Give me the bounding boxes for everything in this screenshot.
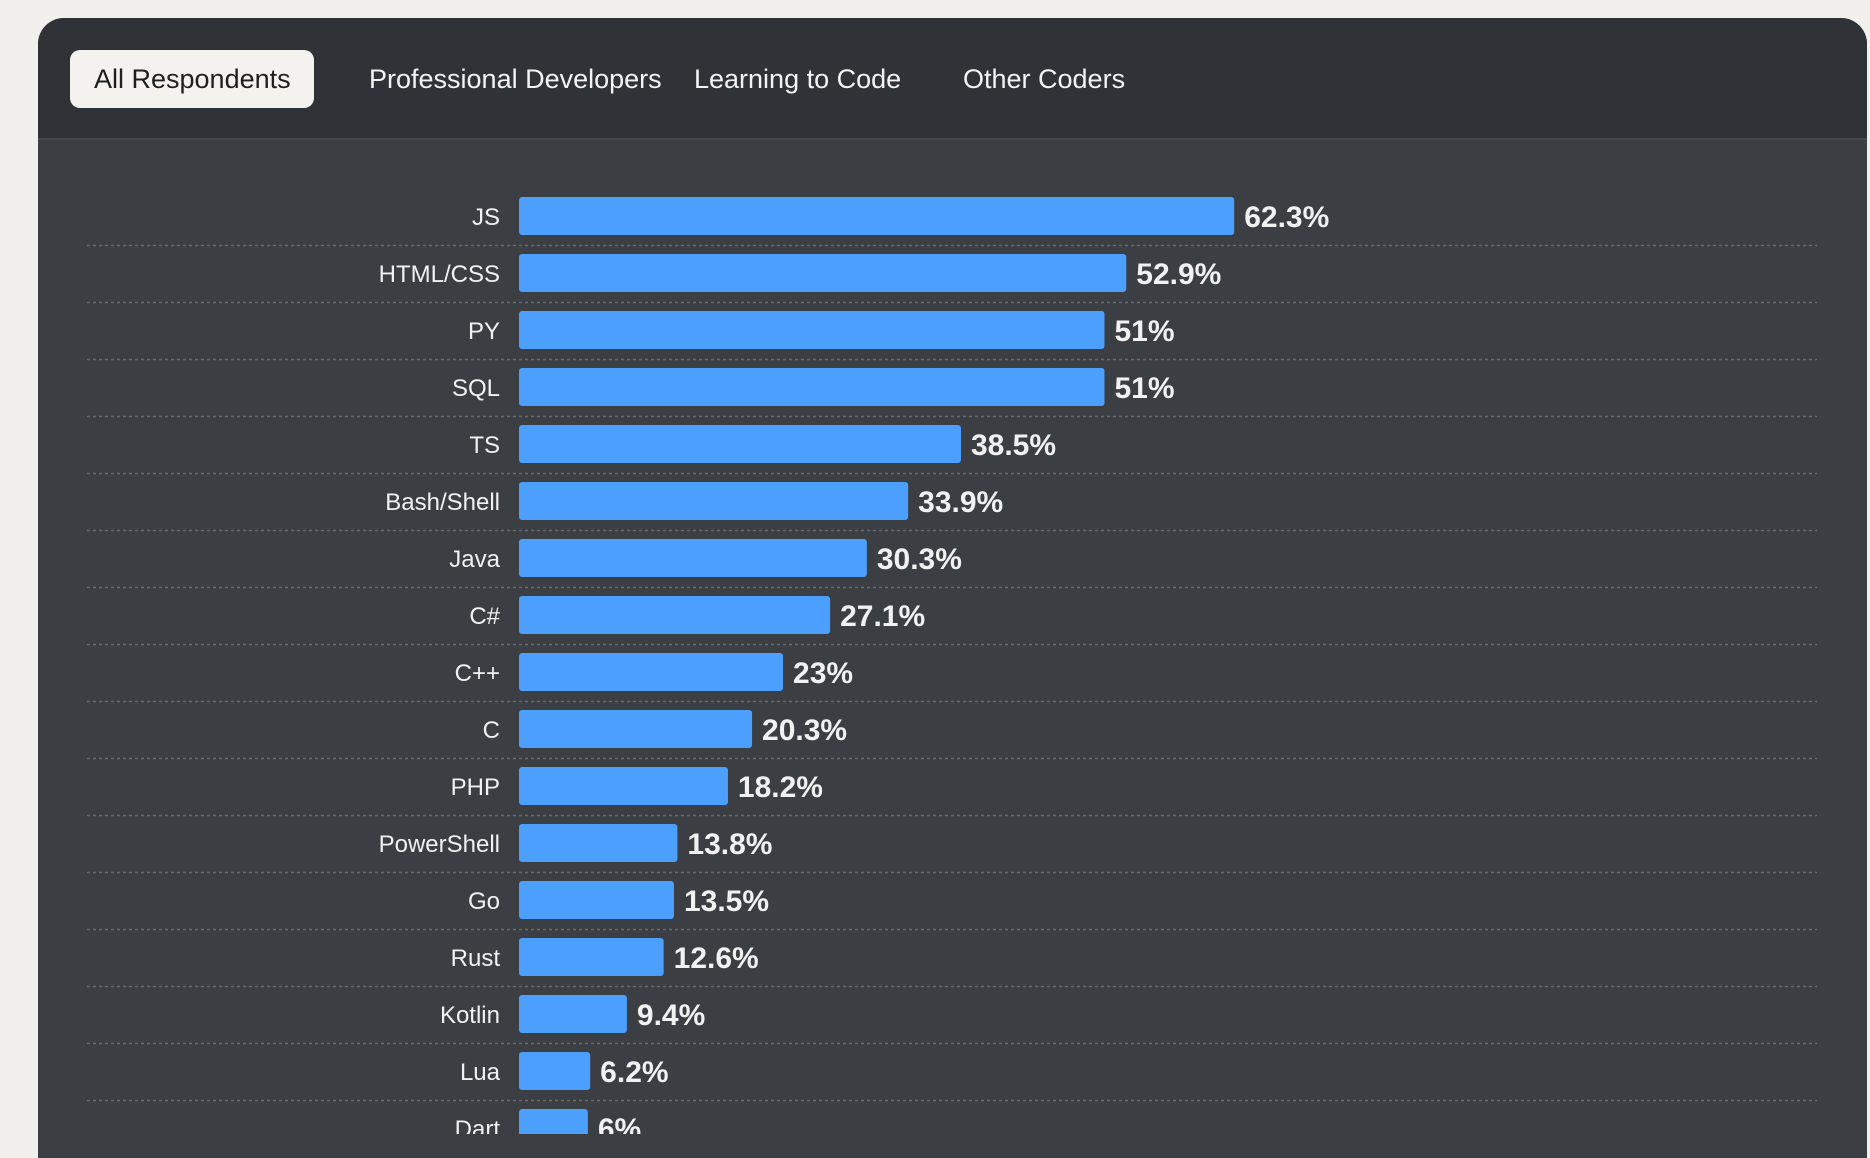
value-label: 52.9% <box>1136 258 1221 291</box>
category-label: PY <box>468 318 500 345</box>
category-label: PowerShell <box>379 831 500 858</box>
category-label: C++ <box>455 660 500 687</box>
value-label: 20.3% <box>762 714 847 747</box>
bar <box>519 482 909 520</box>
bar <box>519 596 831 634</box>
value-label: 27.1% <box>840 600 925 633</box>
category-label: Dart <box>455 1116 501 1134</box>
value-label: 62.3% <box>1244 201 1329 234</box>
value-label: 23% <box>793 657 853 690</box>
bar <box>519 767 728 805</box>
value-label: 13.8% <box>687 828 772 861</box>
category-label: Bash/Shell <box>385 489 500 516</box>
bar <box>519 311 1105 349</box>
tab-learning-to-code[interactable]: Learning to Code <box>694 64 902 94</box>
category-label: Kotlin <box>440 1002 500 1029</box>
value-label: 6% <box>598 1113 641 1134</box>
bar <box>519 881 674 919</box>
value-label: 13.5% <box>684 885 769 918</box>
value-label: 33.9% <box>918 486 1003 519</box>
value-label: 18.2% <box>738 771 823 804</box>
value-label: 51% <box>1114 315 1174 348</box>
value-label: 9.4% <box>637 999 705 1032</box>
bar <box>519 539 867 577</box>
category-label: TS <box>469 432 500 459</box>
category-label: C <box>483 717 500 744</box>
bar <box>519 995 627 1033</box>
value-label: 38.5% <box>971 429 1056 462</box>
category-label: C# <box>469 603 500 630</box>
bar <box>519 1109 588 1134</box>
bar <box>519 425 961 463</box>
category-label: Lua <box>460 1059 501 1086</box>
category-label: Go <box>468 888 500 915</box>
bar <box>519 197 1235 235</box>
category-label: Java <box>449 546 500 573</box>
respondent-tab-bar: All Respondents Professional Developers … <box>38 18 1867 140</box>
value-label: 30.3% <box>877 543 962 576</box>
bar <box>519 1052 591 1090</box>
category-label: SQL <box>452 375 500 402</box>
bar <box>519 938 664 976</box>
bar <box>519 368 1105 406</box>
category-label: HTML/CSS <box>379 261 500 288</box>
category-label: Rust <box>451 945 501 972</box>
bar <box>519 824 678 862</box>
bar <box>519 710 753 748</box>
tab-other-coders[interactable]: Other Coders <box>963 64 1126 94</box>
tab-professional-developers[interactable]: Professional Developers <box>369 64 662 94</box>
value-label: 51% <box>1114 372 1174 405</box>
category-label: PHP <box>451 774 500 801</box>
category-label: JS <box>472 204 500 231</box>
bar <box>519 254 1127 292</box>
tab-all-respondents[interactable]: All Respondents <box>70 50 314 108</box>
language-usage-bar-chart: JS 62.3% HTML/CSS 52.9% PY 51% SQL 51% TS 38.5% Ba… <box>87 197 1817 1134</box>
bar <box>519 653 784 691</box>
value-label: 6.2% <box>600 1056 668 1089</box>
value-label: 12.6% <box>674 942 759 975</box>
